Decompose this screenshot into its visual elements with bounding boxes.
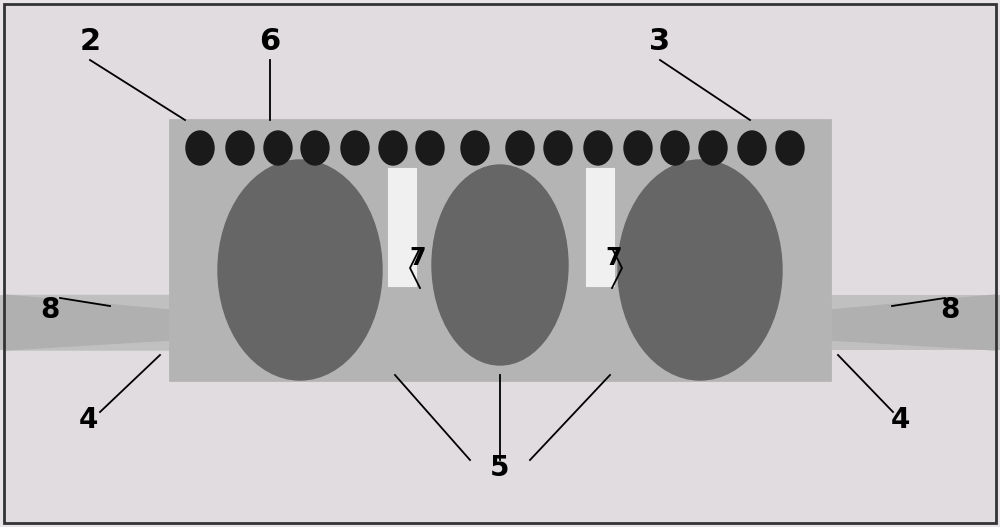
Bar <box>0 295 1000 350</box>
Ellipse shape <box>506 131 534 165</box>
Text: 3: 3 <box>649 27 671 56</box>
Ellipse shape <box>432 165 568 365</box>
Bar <box>170 120 830 380</box>
Text: 4: 4 <box>78 406 98 434</box>
Text: 8: 8 <box>940 296 960 324</box>
Text: 6: 6 <box>259 27 281 56</box>
Ellipse shape <box>618 160 782 380</box>
Ellipse shape <box>301 131 329 165</box>
Ellipse shape <box>544 131 572 165</box>
Ellipse shape <box>226 131 254 165</box>
Ellipse shape <box>776 131 804 165</box>
Text: 4: 4 <box>890 406 910 434</box>
Ellipse shape <box>738 131 766 165</box>
Bar <box>586 168 614 286</box>
Text: 7: 7 <box>606 246 622 270</box>
Polygon shape <box>4 295 170 310</box>
Text: 2: 2 <box>79 27 101 56</box>
Ellipse shape <box>699 131 727 165</box>
Ellipse shape <box>264 131 292 165</box>
Ellipse shape <box>186 131 214 165</box>
Ellipse shape <box>416 131 444 165</box>
Text: 5: 5 <box>490 454 510 482</box>
Ellipse shape <box>341 131 369 165</box>
Polygon shape <box>830 295 996 350</box>
Text: 7: 7 <box>410 246 426 270</box>
Ellipse shape <box>624 131 652 165</box>
Ellipse shape <box>379 131 407 165</box>
Ellipse shape <box>661 131 689 165</box>
Text: 8: 8 <box>40 296 60 324</box>
Ellipse shape <box>584 131 612 165</box>
Ellipse shape <box>461 131 489 165</box>
Bar <box>388 168 416 286</box>
Polygon shape <box>4 295 170 350</box>
Ellipse shape <box>218 160 382 380</box>
Polygon shape <box>4 340 170 350</box>
